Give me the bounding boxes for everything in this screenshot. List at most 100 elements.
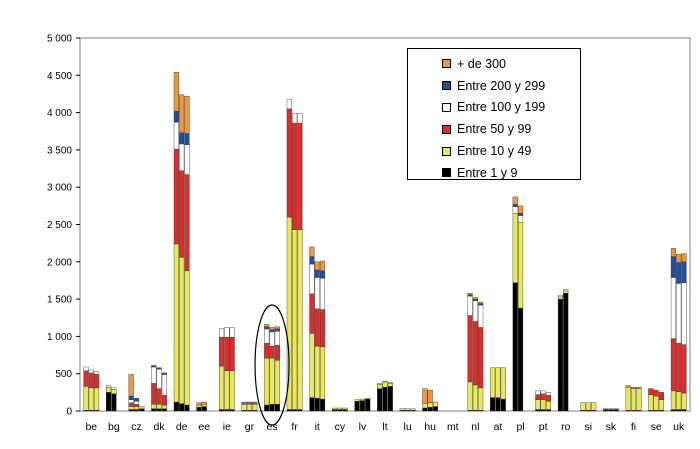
bar-segment-es (264, 324, 270, 327)
bar-segment-pt (545, 409, 551, 412)
bar-segment-it (319, 260, 326, 271)
bar-segment-gr (246, 401, 252, 403)
bar-segment-lv (365, 398, 371, 412)
bar-segment-dk (151, 404, 157, 409)
bar-segment-cz (128, 374, 134, 397)
x-tick-label: bg (108, 421, 120, 433)
bar-segment-pl (512, 196, 518, 205)
bar-segment-gr (241, 401, 247, 403)
bar-segment-bg (111, 393, 117, 412)
bar-segment-it (314, 398, 320, 412)
bar-segment-lt (387, 382, 393, 384)
x-tick-label: ee (198, 421, 210, 433)
bar-segment-lt (377, 388, 383, 412)
bar-segment-pl (512, 204, 518, 207)
bar-segment-be (83, 386, 89, 411)
bar-segment-de (173, 401, 179, 412)
bar-segment-bg (106, 392, 112, 412)
bar-segment-ee (196, 404, 202, 408)
bar-segment-ie (224, 327, 230, 338)
bar-segment-pl (518, 215, 524, 223)
bar-segment-nl (478, 304, 484, 328)
bar-segment-cz (128, 395, 134, 401)
bar-segment-it (309, 246, 315, 257)
x-tick-label: es (266, 421, 277, 433)
bar-segment-cz (128, 406, 134, 410)
bar-segment-sk (613, 409, 619, 412)
bar-segment-cz (128, 402, 134, 407)
bar-segment-uk (670, 277, 676, 339)
bar-segment-be (88, 387, 94, 411)
bar-segment-lt (382, 386, 388, 412)
bar-segment-es (269, 357, 275, 405)
bar-segment-nl (467, 292, 473, 295)
bar-segment-lv (354, 401, 360, 412)
bar-segment-it (314, 277, 320, 309)
bar-segment-de (179, 143, 185, 171)
bar-segment-pt (540, 393, 546, 401)
legend-swatch (442, 81, 451, 91)
bar-segment-dk (161, 374, 167, 396)
bar-segment-fr (286, 108, 292, 218)
bar-segment-dk (151, 383, 157, 405)
bar-segment-be (94, 371, 100, 375)
legend-label: Entre 10 y 49 (457, 144, 532, 159)
bar-segment-de (184, 144, 190, 175)
bar-segment-nl (467, 295, 473, 316)
x-tick-label: lv (359, 421, 367, 433)
bar-segment-be (94, 387, 100, 411)
bar-segment-nl (478, 303, 484, 306)
bar-segment-uk (676, 391, 682, 410)
bar-segment-es (264, 342, 270, 359)
bar-segment-ie (219, 409, 225, 412)
bar-segment-nl (467, 381, 473, 411)
bar-segment-lt (377, 383, 383, 389)
bar-segment-ro (557, 296, 563, 300)
bar-segment-ee (201, 404, 207, 407)
legend-label: Entre 1 y 9 (457, 165, 518, 180)
bar-segment-pt (535, 409, 541, 412)
legend-label: Entre 50 y 99 (457, 122, 532, 137)
bar-segment-at (495, 397, 501, 412)
bar-segment-de (173, 243, 179, 403)
legend-label: Entre 100 y 199 (457, 100, 546, 115)
bar-segment-hu (422, 403, 428, 409)
bar-segment-it (309, 263, 315, 295)
y-tick-label: 4 000 (47, 108, 72, 119)
y-tick-label: 2 500 (47, 220, 72, 231)
bar-segment-de (179, 132, 185, 145)
bar-segment-fr (297, 122, 303, 230)
y-tick-label: 3 000 (47, 183, 72, 194)
x-tick-label: se (651, 421, 662, 433)
x-tick-label: hu (424, 421, 436, 433)
bar-segment-fr (286, 98, 292, 110)
bar-segment-pl (518, 307, 524, 412)
bar-segment-es (264, 357, 270, 406)
bar-segment-dk (151, 366, 157, 384)
y-tick-label: 0 (66, 407, 72, 418)
bar-segment-si (580, 402, 586, 411)
bar-segment-dk (151, 408, 157, 412)
bar-segment-se (648, 388, 654, 395)
bar-segment-bg (111, 387, 117, 390)
bar-segment-uk (681, 261, 687, 283)
legend-swatch (442, 146, 451, 156)
bar-segment-lu (405, 408, 411, 411)
bar-segment-ie (224, 370, 230, 410)
bar-segment-es (274, 404, 280, 412)
bar-segment-bg (106, 385, 112, 388)
bar-segment-lt (387, 386, 393, 412)
bar-segment-de (184, 174, 190, 271)
bar-segment-gr (252, 404, 258, 411)
bar-segment-nl (472, 297, 478, 300)
bar-segment-es (269, 331, 275, 347)
bar-segment-it (319, 309, 326, 348)
bar-segment-pt (535, 399, 541, 410)
bar-segment-fr (292, 122, 298, 230)
bar-segment-be (83, 370, 89, 387)
bar-segment-hu (432, 401, 439, 407)
bar-segment-nl (472, 384, 478, 411)
bar-segment-fi (636, 388, 642, 411)
bar-segment-es (274, 360, 280, 405)
